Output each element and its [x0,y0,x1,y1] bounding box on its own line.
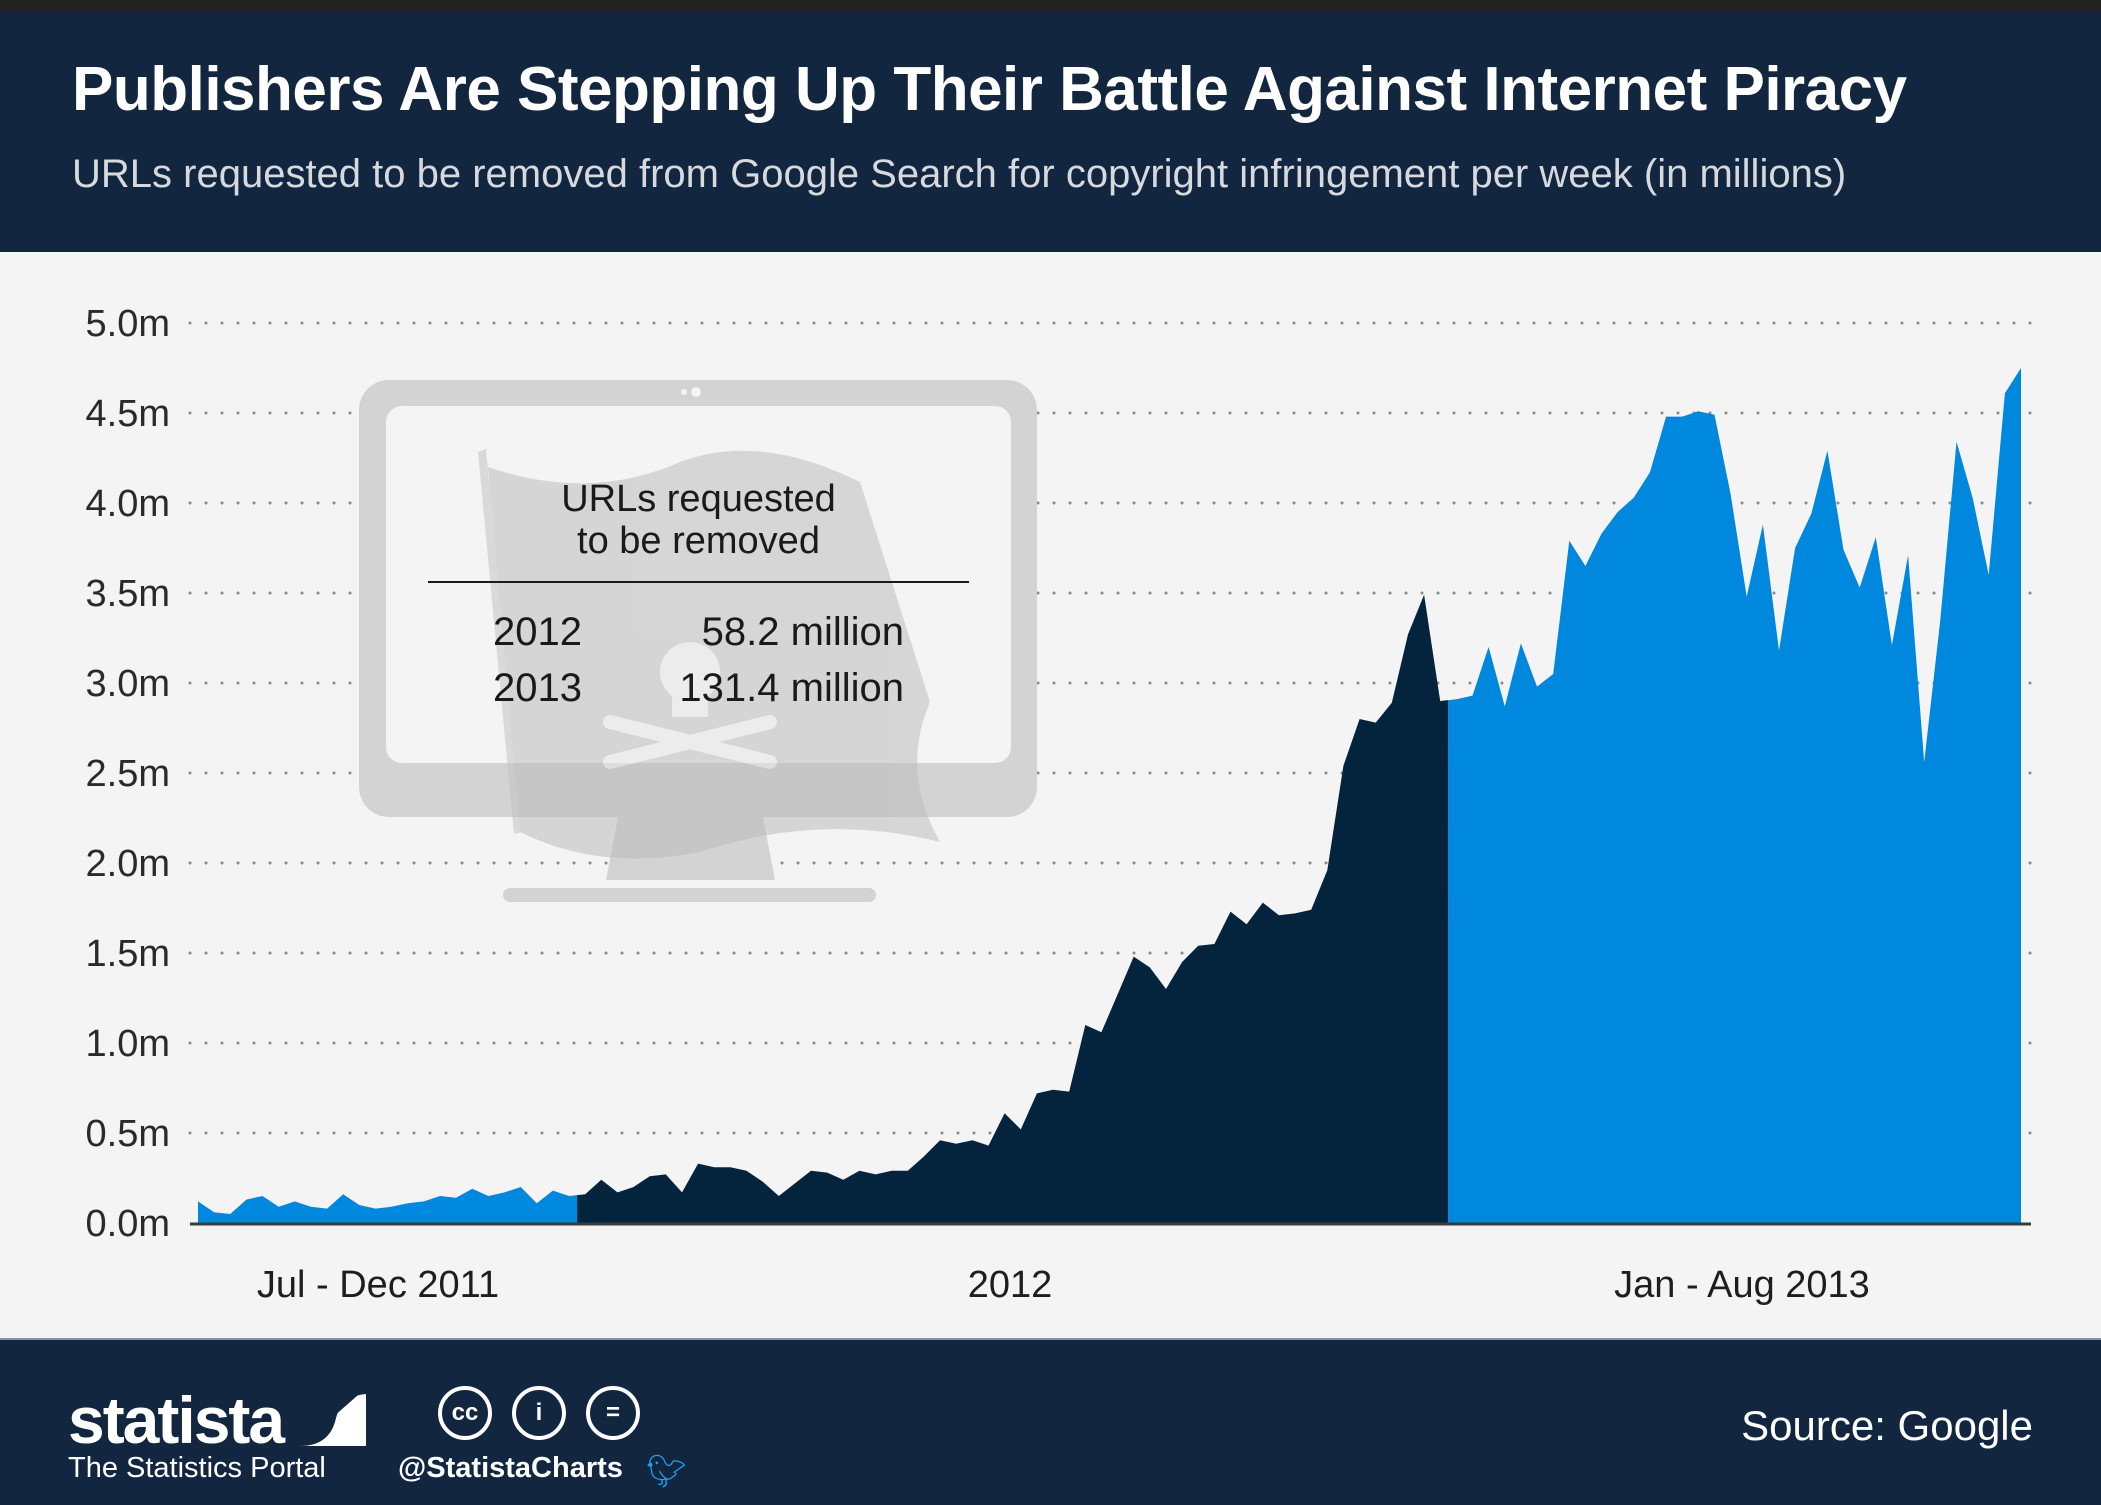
callout-year-2013: 2013 [493,666,582,710]
series-areas [198,368,2021,1223]
callout-value-2013: 131.4 million [679,666,904,710]
twitter-bird-icon[interactable]: 🐦︎ [646,1453,687,1489]
x-tick-label: Jul - Dec 2011 [257,1264,499,1306]
y-tick-label: 1.5m [86,933,170,975]
callout-year-2012: 2012 [493,610,582,654]
no-derivatives-icon[interactable]: = [586,1386,640,1440]
y-tick-label: 3.5m [86,573,170,615]
area-series-0 [198,1187,578,1223]
y-tick-label: 4.0m [86,483,170,525]
statista-logo[interactable]: statista [68,1383,285,1457]
area-chart: 0.0m 0.5m 1.0m 1.5m 2.0m 2.5m 3.0m 3.5m 4.0m 4.5m… [86,303,2033,1306]
footer: statista The Statistics Portal cc i = @S… [0,1338,2101,1505]
twitter-handle[interactable]: @StatistaCharts [398,1452,623,1484]
cc-license-icon[interactable]: cc [438,1386,492,1440]
attribution-icon[interactable]: i [512,1386,566,1440]
y-tick-label: 2.5m [86,753,170,795]
x-axis-labels: Jul - Dec 2011 2012 Jan - Aug 2013 [257,1264,1870,1306]
chart-subtitle: URLs requested to be removed from Google… [72,152,1847,196]
y-axis-ticks: 0.0m 0.5m 1.0m 1.5m 2.0m 2.5m 3.0m 3.5m 4.0m 4.5m… [86,303,170,1245]
x-tick-label: 2012 [968,1264,1053,1306]
header: Publishers Are Stepping Up Their Battle … [0,12,2101,252]
y-tick-label: 0.0m [86,1203,170,1245]
callout-title-line1: URLs requested [561,478,836,520]
monitor-camera-dot [681,389,687,395]
y-tick-label: 3.0m [86,663,170,705]
y-tick-label: 2.0m [86,843,170,885]
statista-logo-icon [300,1388,366,1446]
chart-title: Publishers Are Stepping Up Their Battle … [72,55,1907,124]
monitor-base [503,888,876,902]
y-tick-label: 1.0m [86,1023,170,1065]
top-strip [0,0,2101,12]
monitor-camera [691,387,701,397]
callout-box: URLs requested to be removed 2012 58.2 m… [386,406,1011,763]
monitor-pirate-flag-icon [359,380,1037,902]
y-tick-label: 0.5m [86,1113,170,1155]
y-tick-label: 4.5m [86,393,170,435]
statista-tagline: The Statistics Portal [68,1452,326,1484]
source-label: Source: Google [1741,1402,2033,1449]
area-series-1 [577,594,1449,1223]
plot-area: 0.0m 0.5m 1.0m 1.5m 2.0m 2.5m 3.0m 3.5m 4.0m 4.5m… [0,252,2101,1338]
area-series-2 [1448,368,2021,1223]
pirate-flag-icon [478,449,940,859]
callout-title-line2: to be removed [577,520,820,562]
y-tick-label: 5.0m [86,303,170,345]
callout-value-2012: 58.2 million [701,610,904,654]
x-tick-label: Jan - Aug 2013 [1614,1264,1870,1306]
